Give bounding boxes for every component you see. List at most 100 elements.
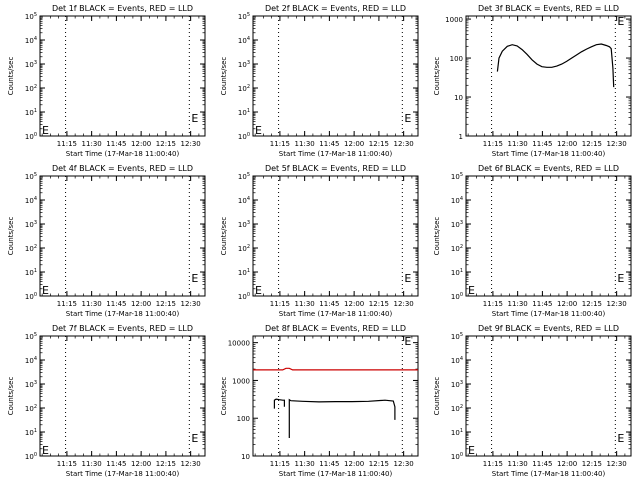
y-tick-label: 101 xyxy=(25,108,37,117)
chart-title: Det 8f BLACK = Events, RED = LLD xyxy=(265,324,406,333)
x-tick-label: 11:30 xyxy=(295,300,315,308)
event-marker-label: E xyxy=(191,432,198,445)
event-marker-label: E xyxy=(255,284,262,297)
x-tick-label: 11:45 xyxy=(532,140,552,148)
plot-frame xyxy=(465,175,632,297)
x-tick-label: 11:30 xyxy=(508,300,528,308)
y-axis-label: Counts/sec xyxy=(7,377,15,416)
y-axis-label: Counts/sec xyxy=(220,377,228,416)
plot-frame xyxy=(39,335,206,457)
x-tick-label: 11:45 xyxy=(319,460,339,468)
plot-frame xyxy=(465,15,632,137)
x-tick-label: 11:45 xyxy=(106,460,126,468)
chart-panel-6: Det 6f BLACK = Events, RED = LLD 100 101 10… xyxy=(433,164,632,318)
series-line-3 xyxy=(288,398,396,438)
x-tick-label: 12:30 xyxy=(394,140,414,148)
x-tick-label: 11:30 xyxy=(295,460,315,468)
x-tick-label: 12:00 xyxy=(131,140,151,148)
x-axis-label: Start Time (17-Mar-18 11:00:40) xyxy=(66,150,180,158)
x-axis-label: Start Time (17-Mar-18 11:00:40) xyxy=(279,470,393,478)
x-tick-label: 11:15 xyxy=(483,460,503,468)
x-tick-label: 11:30 xyxy=(82,460,102,468)
x-tick-label: 12:00 xyxy=(131,460,151,468)
y-tick-label: 100 xyxy=(450,55,463,63)
x-axis-label: Start Time (17-Mar-18 11:00:40) xyxy=(492,150,606,158)
x-tick-label: 12:00 xyxy=(344,140,364,148)
y-tick-label: 101 xyxy=(238,268,250,277)
y-tick-label: 104 xyxy=(25,196,37,205)
x-tick-label: 11:45 xyxy=(106,300,126,308)
event-marker-label: E xyxy=(404,335,411,348)
x-tick-label: 12:15 xyxy=(582,300,602,308)
chart-panel-2: Det 2f BLACK = Events, RED = LLD 100 101 10… xyxy=(220,4,419,158)
chart-panel-4: Det 4f BLACK = Events, RED = LLD 100 101 10… xyxy=(7,164,206,318)
x-tick-label: 11:15 xyxy=(270,460,290,468)
y-tick-label: 102 xyxy=(451,244,463,253)
y-tick-label: 103 xyxy=(238,60,250,69)
x-tick-label: 12:15 xyxy=(156,140,176,148)
x-tick-label: 12:30 xyxy=(607,300,627,308)
event-marker-label: E xyxy=(468,284,475,297)
x-tick-label: 11:15 xyxy=(483,300,503,308)
y-tick-label: 100 xyxy=(237,415,250,423)
x-tick-label: 12:30 xyxy=(394,460,414,468)
y-tick-label: 103 xyxy=(238,220,250,229)
chart-panel-7: Det 7f BLACK = Events, RED = LLD 100 101 10… xyxy=(7,324,206,478)
y-tick-label: 10 xyxy=(454,94,463,102)
event-marker-label: E xyxy=(191,112,198,125)
event-marker-label: E xyxy=(617,15,624,28)
event-marker-label: E xyxy=(617,432,624,445)
y-tick-label: 105 xyxy=(451,332,463,341)
y-tick-label: 103 xyxy=(451,220,463,229)
y-tick-label: 1000 xyxy=(445,16,463,24)
y-tick-label: 103 xyxy=(25,220,37,229)
y-axis-label: Counts/sec xyxy=(433,217,441,256)
x-tick-label: 11:30 xyxy=(508,460,528,468)
y-axis-label: Counts/sec xyxy=(220,57,228,96)
x-tick-label: 12:00 xyxy=(131,300,151,308)
y-tick-label: 103 xyxy=(25,380,37,389)
y-tick-label: 10000 xyxy=(228,340,250,348)
x-tick-label: 11:45 xyxy=(106,140,126,148)
x-tick-label: 11:30 xyxy=(295,140,315,148)
y-tick-label: 101 xyxy=(25,268,37,277)
x-tick-label: 11:30 xyxy=(82,300,102,308)
x-tick-label: 12:15 xyxy=(369,140,389,148)
y-tick-label: 100 xyxy=(451,452,463,461)
x-tick-label: 11:45 xyxy=(532,300,552,308)
y-tick-label: 104 xyxy=(25,356,37,365)
chart-title: Det 3f BLACK = Events, RED = LLD xyxy=(478,4,619,13)
y-axis-label: Counts/sec xyxy=(220,217,228,256)
event-marker-label: E xyxy=(42,284,49,297)
x-tick-label: 12:15 xyxy=(369,300,389,308)
y-tick-label: 100 xyxy=(25,292,37,301)
x-tick-label: 11:15 xyxy=(57,140,77,148)
y-tick-label: 1 xyxy=(459,133,463,141)
y-tick-label: 105 xyxy=(451,172,463,181)
series-line-1 xyxy=(253,367,418,371)
event-marker-label: E xyxy=(191,272,198,285)
series-line-2 xyxy=(273,398,285,409)
x-tick-label: 11:15 xyxy=(57,460,77,468)
x-tick-label: 12:15 xyxy=(369,460,389,468)
y-tick-label: 105 xyxy=(238,12,250,21)
x-tick-label: 12:15 xyxy=(156,460,176,468)
event-marker-label: E xyxy=(617,272,624,285)
y-tick-label: 102 xyxy=(25,84,37,93)
x-tick-label: 12:15 xyxy=(156,300,176,308)
y-tick-label: 105 xyxy=(238,172,250,181)
y-tick-label: 103 xyxy=(451,380,463,389)
x-axis-label: Start Time (17-Mar-18 11:00:40) xyxy=(279,150,393,158)
y-tick-label: 104 xyxy=(25,36,37,45)
x-tick-label: 12:30 xyxy=(607,140,627,148)
y-tick-label: 104 xyxy=(238,196,250,205)
y-tick-label: 105 xyxy=(25,332,37,341)
x-tick-label: 11:30 xyxy=(82,140,102,148)
event-marker-label: E xyxy=(42,124,49,137)
x-tick-label: 12:00 xyxy=(344,300,364,308)
y-tick-label: 102 xyxy=(451,404,463,413)
y-tick-label: 105 xyxy=(25,172,37,181)
y-tick-label: 1000 xyxy=(232,377,250,385)
y-axis-label: Counts/sec xyxy=(7,217,15,256)
x-tick-label: 11:45 xyxy=(319,300,339,308)
